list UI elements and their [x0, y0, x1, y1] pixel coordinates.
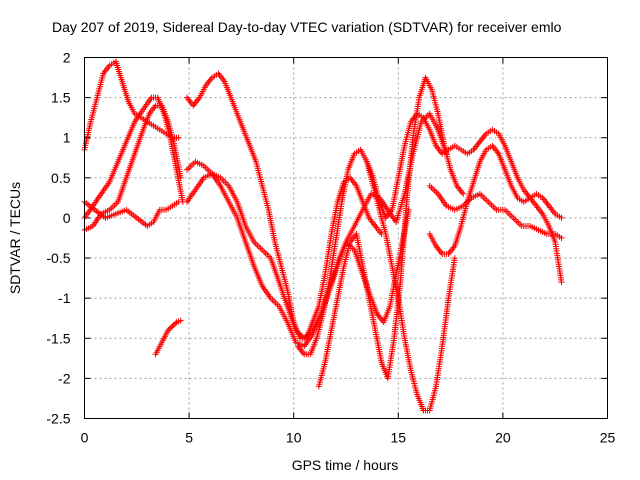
point-marker: [166, 325, 173, 332]
point-marker: [177, 317, 184, 324]
point-marker: [177, 174, 184, 181]
data-points: [81, 58, 565, 414]
x-tick-label: 0: [81, 430, 89, 446]
y-tick-label: 1: [63, 130, 71, 146]
plot-frame: [84, 57, 608, 419]
axis-ticks: 0 5 10 15 20 25 2 1.5 1 0.5 0 -0.5 -1 -1.5 -2 -2.5: [46, 50, 615, 446]
y-tick-label: -1: [58, 290, 71, 306]
y-tick-label: -0.5: [46, 250, 70, 266]
y-tick-label: 1.5: [51, 90, 71, 106]
point-marker: [558, 235, 565, 241]
y-tick-label: 2: [63, 50, 71, 66]
y-tick-label: 0.5: [51, 170, 71, 186]
y-axis-label: SDTVAR / TECUs: [7, 182, 23, 294]
point-marker: [170, 321, 177, 328]
y-tick-label: 0: [63, 210, 71, 226]
point-marker: [169, 323, 176, 330]
point-marker: [175, 198, 182, 205]
series-track-12: [426, 142, 565, 257]
point-marker: [172, 320, 179, 327]
point-marker: [175, 134, 182, 141]
point-marker: [558, 214, 565, 221]
y-tick-label: -1.5: [46, 330, 70, 346]
series-track-8: [184, 110, 450, 342]
series-track-1: [81, 58, 182, 153]
series-track-13: [426, 182, 565, 241]
point-marker: [558, 279, 565, 286]
x-tick-label: 10: [286, 430, 302, 446]
x-tick-label: 25: [600, 430, 616, 446]
point-marker: [451, 255, 458, 262]
point-marker: [168, 324, 174, 331]
x-tick-label: 5: [185, 430, 193, 446]
series-track-4: [81, 198, 182, 229]
point-marker: [165, 327, 172, 334]
series-track-3: [81, 102, 184, 233]
series-track-5: [152, 317, 184, 358]
x-axis-label: GPS time / hours: [292, 457, 399, 473]
x-tick-label: 15: [391, 430, 407, 446]
series-track-7: [184, 158, 412, 350]
x-tick-label: 20: [495, 430, 511, 446]
y-tick-label: -2.5: [46, 411, 70, 427]
point-marker: [460, 190, 467, 197]
y-tick-label: -2: [58, 370, 71, 386]
series-track-11: [363, 110, 565, 286]
chart-title: Day 207 of 2019, Sidereal Day-to-day VTE…: [52, 19, 562, 35]
